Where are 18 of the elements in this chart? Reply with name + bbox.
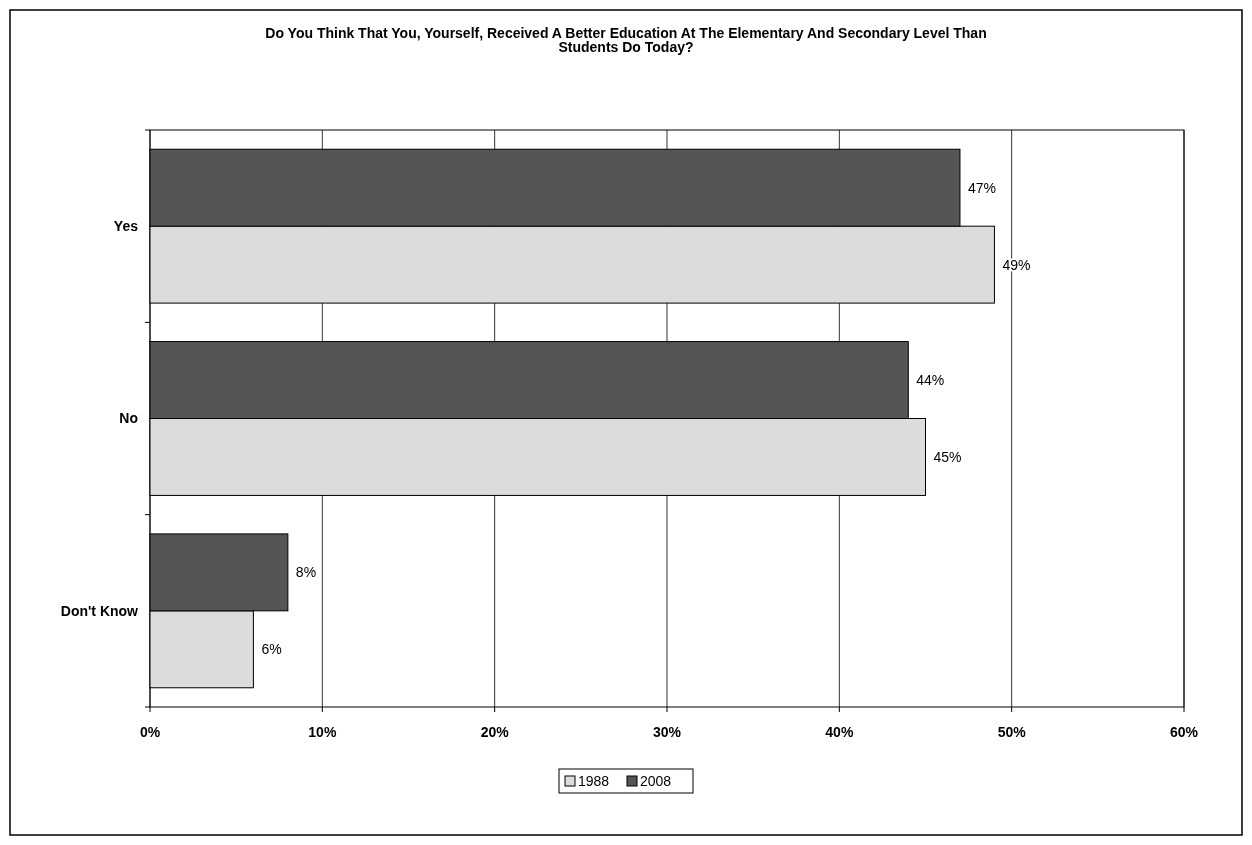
x-tick-label: 40% — [825, 724, 854, 740]
y-tick-label: No — [119, 410, 138, 427]
legend-label: 2008 — [640, 772, 672, 789]
x-tick-label: 60% — [1169, 724, 1199, 740]
x-tick-label: 10% — [308, 724, 337, 740]
data-label: 44% — [916, 371, 945, 388]
x-tick-label: 30% — [652, 724, 682, 740]
data-label: 6% — [261, 641, 282, 658]
data-label: 47% — [967, 179, 996, 196]
y-tick-label: Yes — [113, 218, 139, 235]
y-tick-label: Don't Know — [60, 602, 139, 619]
x-tick-label: 20% — [480, 724, 510, 740]
chart-title: Do You Think That You, Yourself, Received A Better Education At The Elementary And Secondary Level Than Students Do Today? — [265, 25, 987, 55]
x-tick-label: 50% — [997, 724, 1027, 740]
x-tick-label: 0% — [139, 724, 161, 740]
data-label: 45% — [933, 448, 962, 465]
legend-label: 1988 — [578, 772, 610, 789]
data-label: 8% — [295, 564, 317, 581]
